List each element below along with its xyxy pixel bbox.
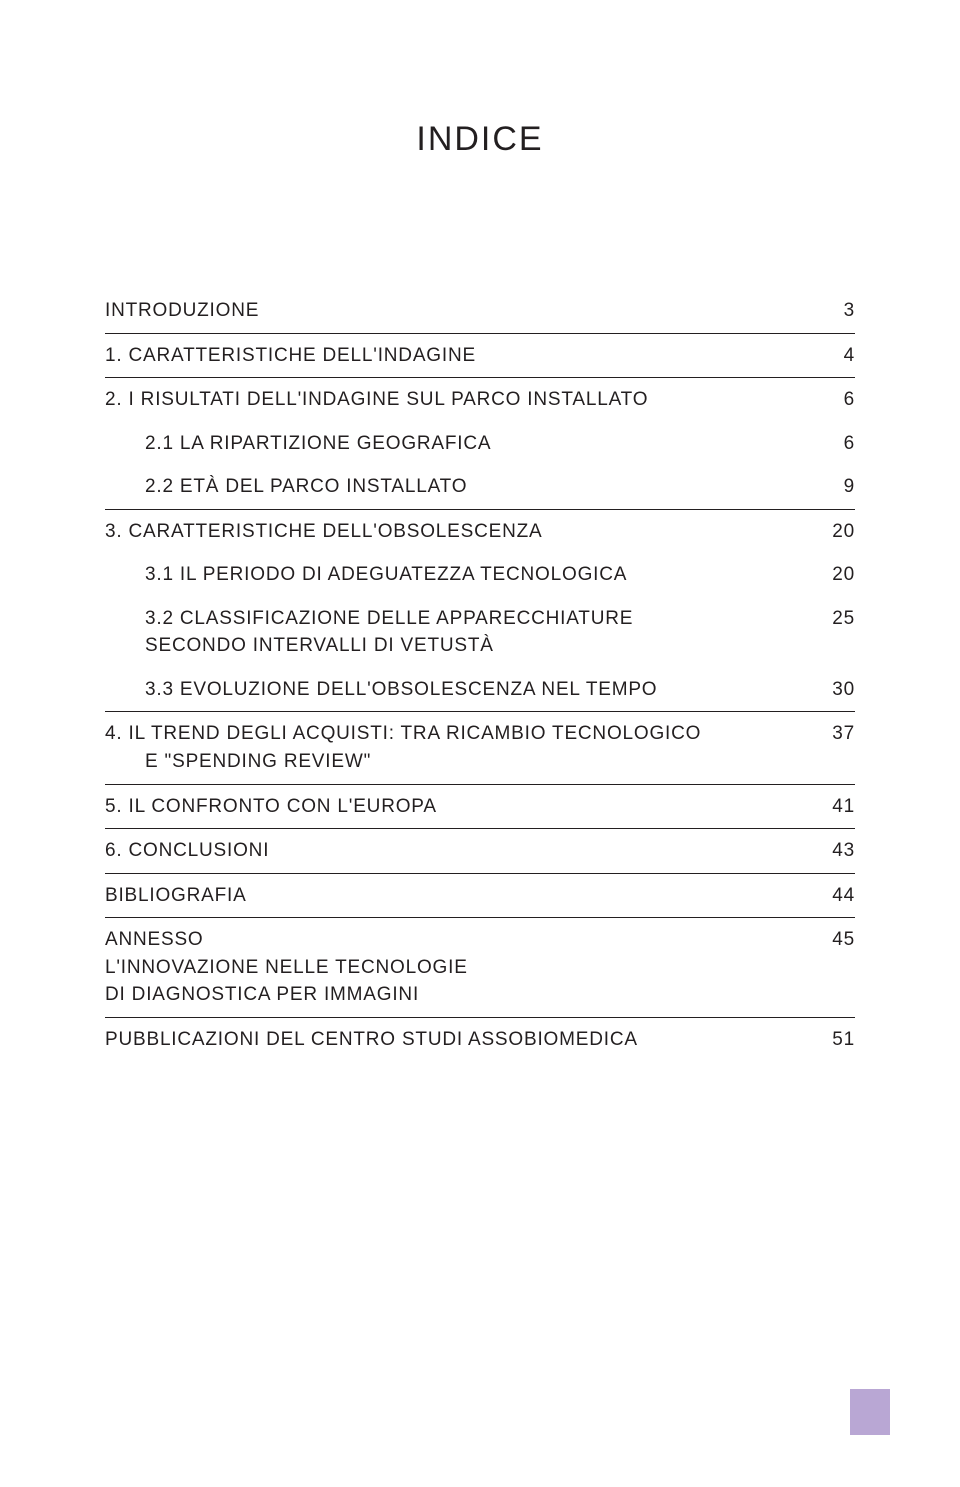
toc-row: 1. CARATTERISTICHE DELL'INDAGINE 4 xyxy=(105,333,855,378)
toc-page: 4 xyxy=(805,342,855,370)
toc-page: 37 xyxy=(805,720,855,748)
toc-label-line: SECONDO INTERVALLI DI VETUSTÀ xyxy=(145,632,785,660)
toc-page: 3 xyxy=(805,297,855,325)
toc-label: PUBBLICAZIONI DEL CENTRO STUDI ASSOBIOME… xyxy=(105,1026,805,1054)
toc-page: 45 xyxy=(805,926,855,954)
toc-label: 6. CONCLUSIONI xyxy=(105,837,805,865)
toc-row: INTRODUZIONE 3 xyxy=(105,289,855,333)
toc-label: 3. CARATTERISTICHE DELL'OBSOLESCENZA xyxy=(105,518,805,546)
toc-row: 2. I RISULTATI DELL'INDAGINE SUL PARCO I… xyxy=(105,377,855,422)
toc-label: 5. IL CONFRONTO CON L'EUROPA xyxy=(105,793,805,821)
table-of-contents: INTRODUZIONE 3 1. CARATTERISTICHE DELL'I… xyxy=(105,289,855,1061)
toc-page: 20 xyxy=(805,561,855,589)
toc-row: 5. IL CONFRONTO CON L'EUROPA 41 xyxy=(105,784,855,829)
toc-label: 2.2 ETÀ DEL PARCO INSTALLATO xyxy=(105,473,805,501)
toc-page: 30 xyxy=(805,676,855,704)
toc-label: 2.1 LA RIPARTIZIONE GEOGRAFICA xyxy=(105,430,805,458)
toc-page: 9 xyxy=(805,473,855,501)
toc-row: 6. CONCLUSIONI 43 xyxy=(105,828,855,873)
toc-row: 3.1 IL PERIODO DI ADEGUATEZZA TECNOLOGIC… xyxy=(105,553,855,597)
toc-label: 4. IL TREND DEGLI ACQUISTI: TRA RICAMBIO… xyxy=(105,720,805,775)
toc-row: ANNESSO L'INNOVAZIONE NELLE TECNOLOGIE D… xyxy=(105,917,855,1017)
toc-label-line: ANNESSO xyxy=(105,926,785,954)
toc-row: 4. IL TREND DEGLI ACQUISTI: TRA RICAMBIO… xyxy=(105,711,855,783)
footer-accent-tab xyxy=(850,1389,890,1435)
toc-label: 2. I RISULTATI DELL'INDAGINE SUL PARCO I… xyxy=(105,386,805,414)
page-title: INDICE xyxy=(105,120,855,159)
toc-row: PUBBLICAZIONI DEL CENTRO STUDI ASSOBIOME… xyxy=(105,1017,855,1062)
toc-page: 51 xyxy=(805,1026,855,1054)
toc-label: 3.1 IL PERIODO DI ADEGUATEZZA TECNOLOGIC… xyxy=(105,561,805,589)
page: INDICE INTRODUZIONE 3 1. CARATTERISTICHE… xyxy=(0,0,960,1487)
toc-page: 20 xyxy=(805,518,855,546)
toc-row: 3. CARATTERISTICHE DELL'OBSOLESCENZA 20 xyxy=(105,509,855,554)
toc-page: 41 xyxy=(805,793,855,821)
toc-label-line: 3.2 CLASSIFICAZIONE DELLE APPARECCHIATUR… xyxy=(145,605,785,633)
toc-label: BIBLIOGRAFIA xyxy=(105,882,805,910)
toc-row: 3.2 CLASSIFICAZIONE DELLE APPARECCHIATUR… xyxy=(105,597,855,668)
toc-label-line: L'INNOVAZIONE NELLE TECNOLOGIE xyxy=(105,954,785,982)
toc-row: BIBLIOGRAFIA 44 xyxy=(105,873,855,918)
toc-label: 3.2 CLASSIFICAZIONE DELLE APPARECCHIATUR… xyxy=(105,605,805,660)
toc-page: 6 xyxy=(805,430,855,458)
toc-label: ANNESSO L'INNOVAZIONE NELLE TECNOLOGIE D… xyxy=(105,926,805,1009)
toc-page: 6 xyxy=(805,386,855,414)
toc-label: 1. CARATTERISTICHE DELL'INDAGINE xyxy=(105,342,805,370)
toc-page: 44 xyxy=(805,882,855,910)
toc-label: INTRODUZIONE xyxy=(105,297,805,325)
toc-row: 3.3 EVOLUZIONE DELL'OBSOLESCENZA NEL TEM… xyxy=(105,668,855,712)
toc-row: 2.1 LA RIPARTIZIONE GEOGRAFICA 6 xyxy=(105,422,855,466)
toc-label-line: DI DIAGNOSTICA PER IMMAGINI xyxy=(105,981,785,1009)
toc-label: 3.3 EVOLUZIONE DELL'OBSOLESCENZA NEL TEM… xyxy=(105,676,805,704)
toc-page: 25 xyxy=(805,605,855,633)
toc-label-line: E "SPENDING REVIEW" xyxy=(105,748,785,776)
toc-page: 43 xyxy=(805,837,855,865)
toc-label-line: 4. IL TREND DEGLI ACQUISTI: TRA RICAMBIO… xyxy=(105,720,785,748)
toc-row: 2.2 ETÀ DEL PARCO INSTALLATO 9 xyxy=(105,465,855,509)
